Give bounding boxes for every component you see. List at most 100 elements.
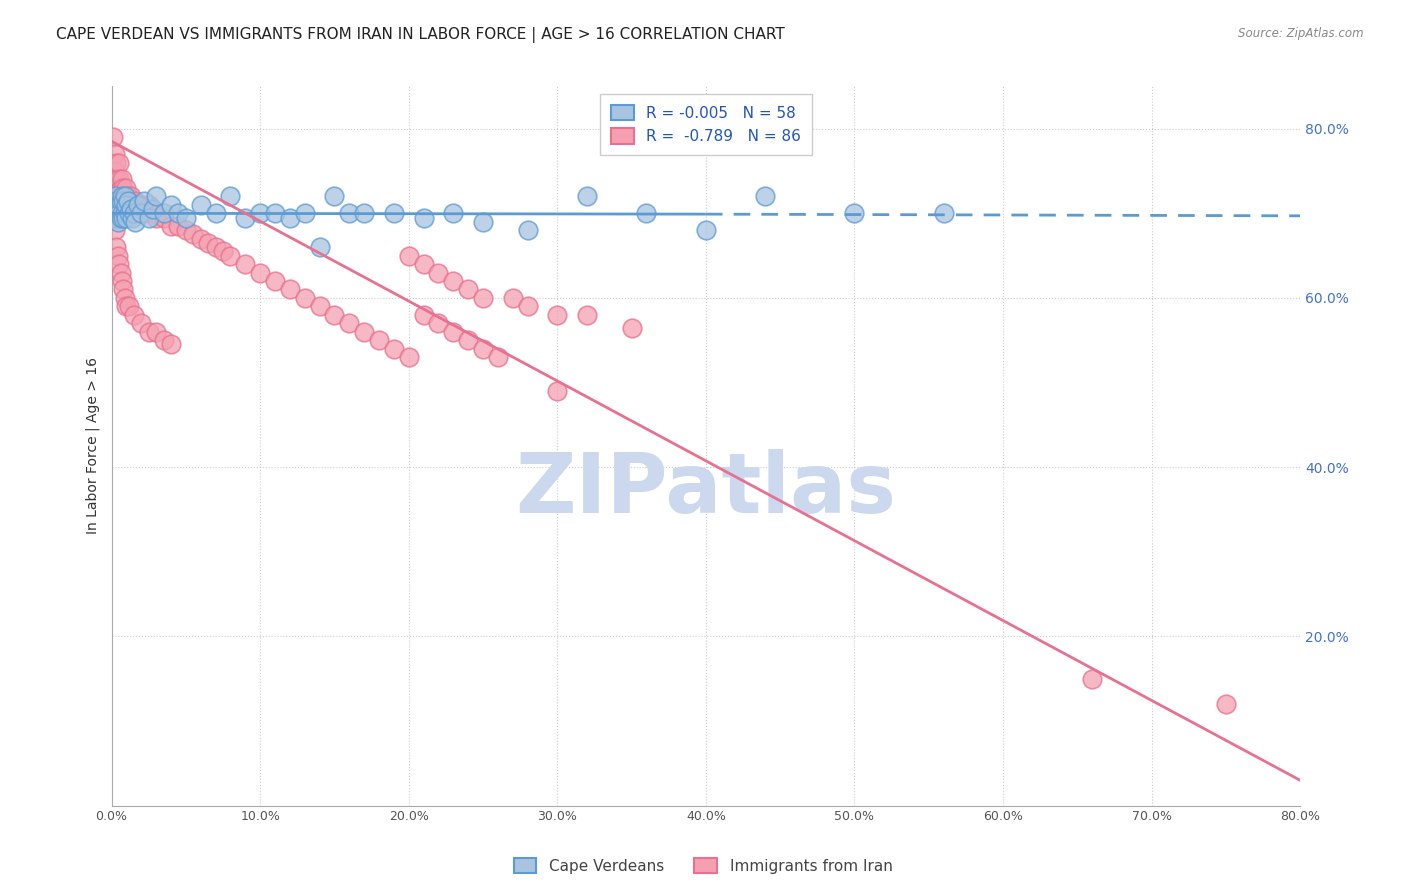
Text: CAPE VERDEAN VS IMMIGRANTS FROM IRAN IN LABOR FORCE | AGE > 16 CORRELATION CHART: CAPE VERDEAN VS IMMIGRANTS FROM IRAN IN … — [56, 27, 785, 43]
Point — [117, 194, 139, 208]
Legend: R = -0.005   N = 58, R =  -0.789   N = 86: R = -0.005 N = 58, R = -0.789 N = 86 — [600, 94, 811, 155]
Point — [138, 198, 160, 212]
Point — [368, 333, 391, 347]
Point — [427, 266, 450, 280]
Point — [695, 223, 717, 237]
Point — [111, 189, 134, 203]
Point — [111, 274, 134, 288]
Point — [107, 181, 129, 195]
Point — [105, 155, 128, 169]
Point — [546, 308, 568, 322]
Point — [145, 325, 167, 339]
Point — [427, 316, 450, 330]
Point — [108, 172, 131, 186]
Point — [107, 202, 129, 216]
Point — [152, 206, 174, 220]
Point — [103, 189, 125, 203]
Point — [636, 206, 658, 220]
Point — [486, 350, 509, 364]
Point — [546, 384, 568, 398]
Point — [145, 189, 167, 203]
Point — [111, 206, 134, 220]
Point — [160, 337, 183, 351]
Point — [112, 194, 135, 208]
Legend: Cape Verdeans, Immigrants from Iran: Cape Verdeans, Immigrants from Iran — [508, 852, 898, 880]
Point — [105, 240, 128, 254]
Point — [181, 227, 204, 242]
Point — [142, 202, 165, 216]
Point — [264, 274, 287, 288]
Point — [190, 198, 212, 212]
Point — [278, 211, 301, 225]
Point — [1081, 672, 1104, 686]
Point — [575, 308, 598, 322]
Point — [441, 274, 464, 288]
Point — [212, 244, 235, 259]
Point — [138, 325, 160, 339]
Point — [233, 211, 256, 225]
Point — [103, 206, 125, 220]
Point — [131, 198, 153, 212]
Point — [516, 223, 538, 237]
Point — [121, 211, 143, 225]
Point — [353, 206, 375, 220]
Point — [382, 206, 405, 220]
Point — [105, 194, 128, 208]
Point — [337, 206, 360, 220]
Point — [108, 206, 131, 220]
Point — [122, 206, 145, 220]
Point — [620, 320, 643, 334]
Point — [110, 181, 132, 195]
Point — [323, 308, 346, 322]
Point — [110, 211, 132, 225]
Point — [190, 232, 212, 246]
Point — [105, 172, 128, 186]
Point — [127, 198, 149, 212]
Point — [294, 291, 316, 305]
Point — [516, 299, 538, 313]
Point — [412, 257, 434, 271]
Point — [127, 198, 149, 212]
Point — [112, 181, 135, 195]
Point — [112, 282, 135, 296]
Point — [103, 147, 125, 161]
Point — [1215, 697, 1237, 711]
Point — [142, 206, 165, 220]
Point — [115, 181, 138, 195]
Point — [115, 198, 138, 212]
Point — [101, 198, 124, 212]
Point — [118, 299, 141, 313]
Point — [152, 333, 174, 347]
Point — [472, 215, 495, 229]
Point — [308, 240, 330, 254]
Point — [844, 206, 866, 220]
Point — [125, 202, 148, 216]
Point — [441, 325, 464, 339]
Y-axis label: In Labor Force | Age > 16: In Labor Force | Age > 16 — [86, 358, 100, 534]
Point — [264, 206, 287, 220]
Point — [114, 189, 136, 203]
Point — [107, 215, 129, 229]
Point — [117, 189, 139, 203]
Point — [120, 189, 142, 203]
Point — [103, 223, 125, 237]
Point — [122, 206, 145, 220]
Point — [219, 249, 242, 263]
Point — [174, 223, 197, 237]
Point — [131, 316, 153, 330]
Point — [249, 206, 271, 220]
Point — [122, 308, 145, 322]
Point — [398, 350, 420, 364]
Point — [114, 291, 136, 305]
Point — [278, 282, 301, 296]
Point — [107, 249, 129, 263]
Point — [308, 299, 330, 313]
Point — [108, 198, 131, 212]
Point — [121, 198, 143, 212]
Point — [219, 189, 242, 203]
Point — [101, 130, 124, 145]
Point — [124, 194, 146, 208]
Point — [575, 189, 598, 203]
Point — [138, 211, 160, 225]
Point — [111, 172, 134, 186]
